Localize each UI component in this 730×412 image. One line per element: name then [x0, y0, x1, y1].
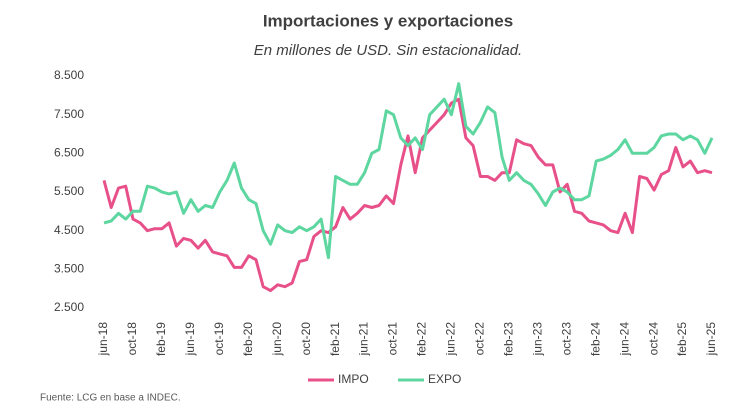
x-tick-label: oct-22 [473, 322, 487, 356]
y-tick-label: 4.500 [54, 223, 84, 237]
x-tick-label: feb-24 [588, 322, 602, 356]
series-line [103, 82, 714, 260]
x-tick-label: jun-18 [96, 322, 110, 357]
x-tick-label: jun-20 [270, 322, 284, 357]
x-tick-label: feb-21 [328, 322, 342, 356]
x-tick-label: jun-21 [357, 322, 371, 357]
chart-subtitle: En millones de USD. Sin estacionalidad. [254, 42, 522, 59]
x-tick-label: oct-18 [125, 322, 139, 356]
x-tick-label: oct-23 [559, 322, 573, 356]
legend-label: EXPO [428, 372, 461, 386]
legend-label: IMPO [338, 372, 369, 386]
x-tick-label: oct-20 [299, 322, 313, 356]
x-tick-label: jun-23 [530, 322, 544, 357]
y-tick-label: 6.500 [54, 146, 84, 160]
x-tick-label: jun-22 [444, 322, 458, 357]
y-tick-label: 7.500 [54, 107, 84, 121]
x-tick-label: jun-25 [704, 322, 718, 357]
series-line [102, 97, 713, 293]
y-tick-label: 2.500 [54, 300, 84, 314]
x-tick-label: feb-23 [502, 322, 516, 356]
x-tick-label: jun-24 [617, 322, 631, 357]
chart-title: Importaciones y exportaciones [263, 11, 513, 30]
x-tick-label: feb-19 [154, 322, 168, 356]
y-tick-label: 5.500 [54, 184, 84, 198]
y-tick-label: 8.500 [54, 68, 84, 82]
x-tick-label: oct-24 [646, 322, 660, 356]
x-tick-label: feb-20 [241, 322, 255, 356]
x-tick-label: feb-22 [415, 322, 429, 356]
source-note: Fuente: LCG en base a INDEC. [40, 393, 181, 404]
x-tick-label: jun-19 [183, 322, 197, 357]
x-tick-label: feb-25 [675, 322, 689, 356]
y-tick-label: 3.500 [54, 262, 84, 276]
x-tick-label: oct-19 [212, 322, 226, 356]
x-tick-label: oct-21 [386, 322, 400, 356]
